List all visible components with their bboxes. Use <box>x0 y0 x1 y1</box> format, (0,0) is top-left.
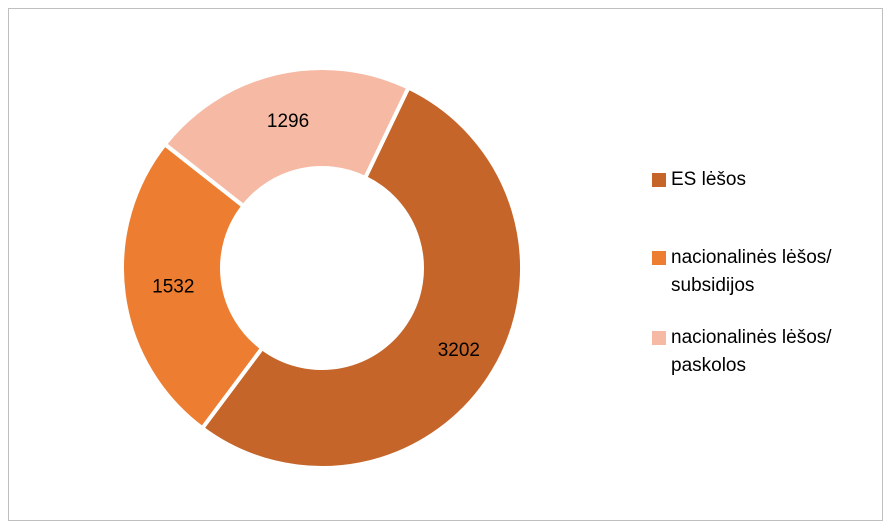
data-label: 3202 <box>438 340 480 361</box>
donut-slice <box>162 66 412 209</box>
legend-label: nacionalinės lėšos/ paskolos <box>671 327 832 376</box>
donut-slice <box>120 141 265 432</box>
donut-slice <box>199 84 524 470</box>
data-label: 1532 <box>152 277 194 298</box>
legend-label: nacionalinės lėšos/ subsidijos <box>671 247 832 296</box>
legend-entry: nacionalinės lėšos/ subsidijos <box>652 244 852 300</box>
legend-swatch <box>652 331 666 345</box>
legend-swatch <box>652 251 666 265</box>
legend-swatch <box>652 173 666 187</box>
legend-entry: nacionalinės lėšos/ paskolos <box>652 324 852 380</box>
data-label: 1296 <box>267 111 309 132</box>
legend-entry: ES lėšos <box>652 166 852 194</box>
legend-label: ES lėšos <box>671 169 746 190</box>
